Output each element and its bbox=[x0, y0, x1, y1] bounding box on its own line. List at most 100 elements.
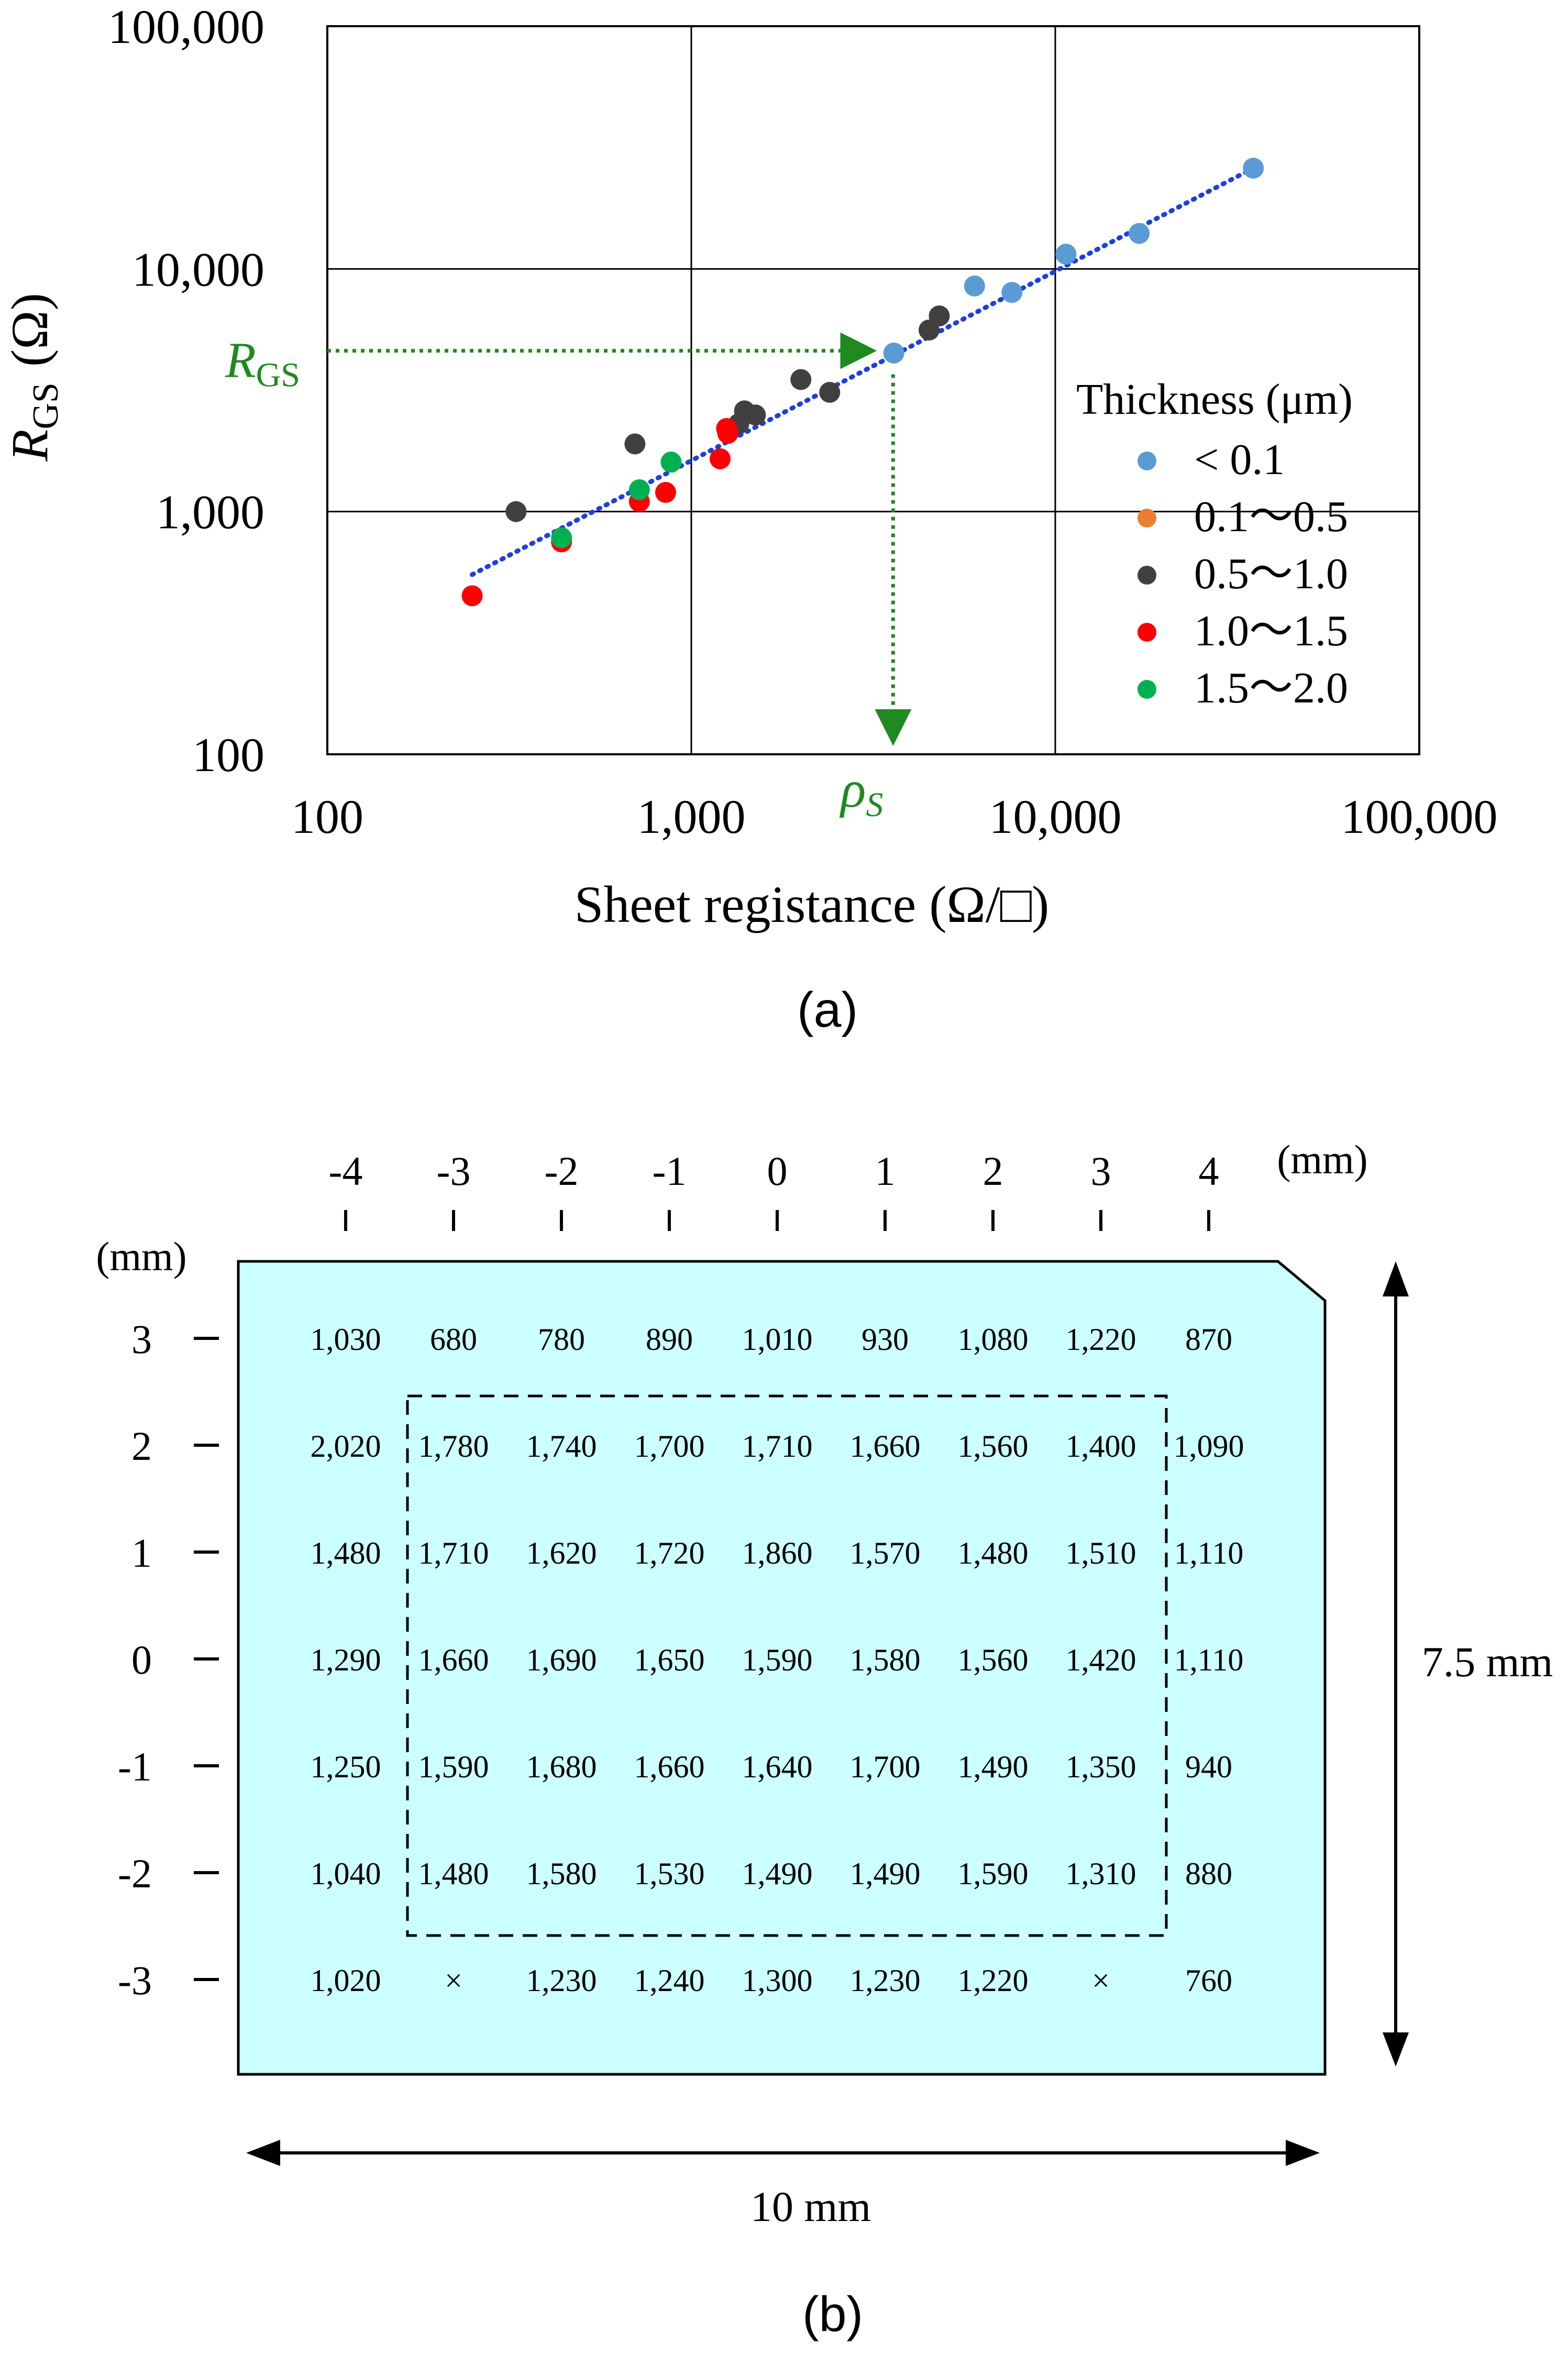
panel-label-b: (b) bbox=[802, 2286, 863, 2342]
legend-marker bbox=[1138, 509, 1156, 527]
column-label: 4 bbox=[1199, 1148, 1219, 1194]
value-cell: 1,530 bbox=[634, 1856, 705, 1891]
annotation: RGS ρS bbox=[225, 332, 912, 824]
y-axis-label-sub: GS bbox=[26, 382, 66, 429]
value-cell: × bbox=[1092, 1963, 1110, 1998]
data-point bbox=[655, 481, 676, 503]
value-cell: 1,240 bbox=[634, 1963, 705, 1998]
value-cell: 1,010 bbox=[742, 1322, 813, 1357]
rgs-annotation: RGS bbox=[225, 332, 300, 394]
value-cell: 1,420 bbox=[1066, 1643, 1136, 1677]
value-cell: 1,480 bbox=[958, 1536, 1029, 1570]
data-point bbox=[883, 343, 904, 364]
row-label: 3 bbox=[131, 1316, 152, 1362]
value-cell: 1,230 bbox=[850, 1963, 921, 1998]
column-label: 2 bbox=[983, 1148, 1003, 1194]
value-cell: 1,580 bbox=[850, 1643, 921, 1677]
value-cell: 1,480 bbox=[418, 1856, 489, 1891]
value-cell: 1,660 bbox=[418, 1643, 489, 1677]
data-point bbox=[628, 479, 650, 501]
value-cell: 2,020 bbox=[311, 1429, 381, 1464]
data-point bbox=[745, 404, 766, 426]
value-cell: × bbox=[445, 1963, 462, 1998]
data-point bbox=[717, 423, 738, 444]
row-label: 2 bbox=[131, 1423, 152, 1469]
value-cell: 1,590 bbox=[742, 1643, 813, 1677]
value-cell: 1,590 bbox=[418, 1750, 489, 1784]
data-points bbox=[461, 158, 1264, 607]
x-tick-label: 100,000 bbox=[1341, 790, 1498, 843]
row-label: 1 bbox=[131, 1530, 152, 1576]
value-cell: 1,350 bbox=[1066, 1750, 1136, 1784]
value-cell: 1,620 bbox=[526, 1536, 597, 1570]
value-cell: 1,510 bbox=[1066, 1536, 1136, 1570]
legend-label: 1.0〜1.5 bbox=[1194, 607, 1348, 655]
value-cell: 680 bbox=[430, 1322, 477, 1357]
value-cell: 1,740 bbox=[526, 1429, 597, 1464]
value-cell: 1,310 bbox=[1066, 1856, 1136, 1891]
column-label: -1 bbox=[653, 1148, 687, 1194]
value-cell: 1,250 bbox=[311, 1750, 381, 1784]
value-cell: 1,700 bbox=[634, 1429, 705, 1464]
value-cell: 1,490 bbox=[958, 1750, 1029, 1784]
value-cell: 1,660 bbox=[634, 1750, 705, 1784]
value-cell: 1,860 bbox=[742, 1536, 813, 1570]
unit-label-left: (mm) bbox=[96, 1234, 186, 1279]
data-point bbox=[461, 585, 483, 607]
x-tick-label: 1,000 bbox=[637, 790, 746, 843]
data-point bbox=[1055, 244, 1077, 265]
value-cell: 880 bbox=[1185, 1856, 1232, 1891]
data-point bbox=[551, 527, 572, 548]
column-label: -4 bbox=[329, 1148, 363, 1194]
legend-label: 0.1〜0.5 bbox=[1194, 492, 1348, 541]
value-cell: 1,710 bbox=[742, 1429, 813, 1464]
column-label: -3 bbox=[437, 1148, 471, 1194]
value-cell: 760 bbox=[1185, 1963, 1232, 1998]
value-cell: 1,400 bbox=[1066, 1429, 1136, 1464]
x-tick-label: 100 bbox=[291, 790, 363, 843]
y-axis-label-unit: (Ω) bbox=[1, 293, 59, 367]
data-point bbox=[790, 369, 812, 390]
value-cell: 940 bbox=[1185, 1750, 1232, 1784]
value-cell: 1,560 bbox=[958, 1643, 1029, 1677]
rgs-annotation-sub: GS bbox=[256, 356, 300, 394]
value-cell: 1,230 bbox=[526, 1963, 597, 1998]
width-label: 10 mm bbox=[750, 2183, 871, 2230]
value-cell: 1,720 bbox=[634, 1536, 705, 1570]
data-point bbox=[710, 448, 731, 469]
data-point bbox=[1129, 223, 1150, 244]
height-label: 7.5 mm bbox=[1422, 1638, 1553, 1686]
row-label: -3 bbox=[118, 1958, 152, 2003]
value-cell: 1,570 bbox=[850, 1536, 921, 1570]
x-tick-label: 10,000 bbox=[989, 790, 1122, 843]
value-cells: 1,030 680 780 890 1,010 930 1,080 1,220 870 2,020… bbox=[311, 1322, 1244, 1998]
row-label: -2 bbox=[118, 1851, 152, 1896]
data-point bbox=[1243, 158, 1264, 179]
value-cell: 1,780 bbox=[418, 1429, 489, 1464]
value-cell: 1,560 bbox=[958, 1429, 1029, 1464]
value-cell: 870 bbox=[1185, 1322, 1232, 1357]
height-arrow-head-top bbox=[1383, 1261, 1409, 1296]
panel-label-a: (a) bbox=[797, 982, 858, 1038]
legend-title: Thickness (μm) bbox=[1076, 375, 1353, 424]
value-cell: 1,110 bbox=[1174, 1643, 1244, 1677]
value-cell: 1,690 bbox=[526, 1643, 597, 1677]
svg-text:RGS(Ω): RGS (Ω) bbox=[1, 293, 66, 462]
column-label: 0 bbox=[767, 1148, 788, 1194]
x-axis-label: Sheet registance (Ω/□) bbox=[575, 875, 1050, 933]
data-point bbox=[929, 305, 950, 327]
y-tick-label: 10,000 bbox=[132, 243, 264, 296]
value-cell: 1,110 bbox=[1174, 1536, 1244, 1570]
legend: Thickness (μm) < 0.1 0.1〜0.5 0.5〜1.0 1.0〜1.… bbox=[1076, 375, 1353, 712]
value-cell: 1,680 bbox=[526, 1750, 597, 1784]
value-cell: 1,490 bbox=[742, 1856, 813, 1891]
rho-annotation-sub: S bbox=[866, 786, 883, 824]
y-tick-label: 100 bbox=[192, 728, 264, 782]
value-cell: 1,020 bbox=[311, 1963, 381, 1998]
legend-label: 1.5〜2.0 bbox=[1194, 664, 1348, 712]
plot-frame bbox=[326, 25, 1420, 755]
legend-marker bbox=[1138, 623, 1156, 642]
data-point bbox=[624, 433, 646, 455]
data-point bbox=[1001, 282, 1023, 303]
